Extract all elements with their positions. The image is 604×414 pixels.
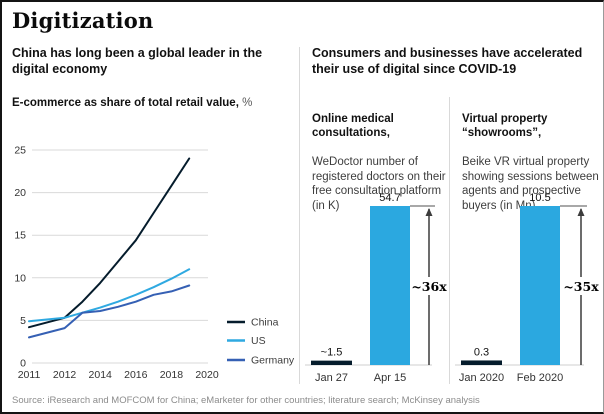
bar-apr-15 xyxy=(370,206,410,365)
bar-category-label: Jan 2020 xyxy=(459,372,504,384)
bar-value-label: 54.7 xyxy=(379,192,400,204)
bar-chart-1-caption: Online medical consultations, WeDoctor n… xyxy=(312,97,446,213)
bar-value-label: 10.5 xyxy=(529,192,550,204)
annotation-multiplier-label: ~35x xyxy=(563,279,599,294)
column-divider xyxy=(449,97,450,384)
x-tick-label: 2011 xyxy=(18,369,41,381)
source-note: Source: iResearch and MOFCOM for China; … xyxy=(12,395,480,406)
line-chart: 0 5 10 15 20 25 2011 2012 2014 2016 2018 2020 China U… xyxy=(14,145,295,382)
bar-feb-2020 xyxy=(520,206,560,365)
bar-chart-2-caption: Virtual property “showrooms”, Beike VR v… xyxy=(462,97,602,213)
bar-category-label: Apr 15 xyxy=(374,372,406,384)
bar-chart-1-caption-bold: Online medical consultations, xyxy=(312,112,394,140)
bar-chart-2-caption-bold: Virtual property “showrooms”, xyxy=(462,112,548,140)
bar-chart-virtual-showrooms: 0.3 Jan 2020 10.5 Feb 2020 ~35x xyxy=(455,192,600,384)
y-tick-label: 5 xyxy=(20,315,26,327)
line-chart-unit: % xyxy=(242,97,253,109)
bar-chart-online-medical: ~1.5 Jan 27 54.7 Apr 15 ~36x xyxy=(305,192,448,384)
y-tick-label: 15 xyxy=(14,230,26,242)
series-line-china xyxy=(28,157,191,329)
bar-category-label: Jan 27 xyxy=(315,372,348,384)
panel-divider xyxy=(299,47,300,384)
annotation-multiplier-label: ~36x xyxy=(411,279,447,294)
line-chart-title-text: E-commerce as share of total retail valu… xyxy=(12,97,239,109)
line-chart-title: E-commerce as share of total retail valu… xyxy=(12,97,252,109)
bar-value-label: 0.3 xyxy=(474,346,489,358)
right-panel-heading: Consumers and businesses have accelerate… xyxy=(312,46,583,76)
series-line-germany xyxy=(28,284,191,339)
y-tick-label: 25 xyxy=(14,145,26,157)
page-title: Digitization xyxy=(12,8,154,33)
annotation-arrow-up xyxy=(425,208,433,216)
bar-chart-1-caption-rest: WeDoctor number of registered doctors on… xyxy=(312,156,446,212)
x-tick-label: 2016 xyxy=(124,369,148,381)
legend-label-germany: Germany xyxy=(251,355,295,367)
bar-category-label: Feb 2020 xyxy=(517,372,563,384)
x-tick-label: 2014 xyxy=(89,369,113,381)
bar-jan-27 xyxy=(311,360,352,365)
x-tick-label: 2012 xyxy=(53,369,77,381)
bar-jan-2020 xyxy=(461,360,502,365)
legend-label-china: China xyxy=(251,317,279,329)
y-tick-label: 10 xyxy=(14,272,26,284)
annotation-arrow-up xyxy=(577,208,585,216)
bar-value-label: ~1.5 xyxy=(321,347,343,359)
x-tick-label: 2020 xyxy=(195,369,219,381)
series-line-us xyxy=(28,268,191,323)
annotation-label-bg xyxy=(410,277,448,295)
legend-label-us: US xyxy=(251,335,266,347)
y-tick-label: 20 xyxy=(14,187,26,199)
left-panel-heading: China has long been a global leader in t… xyxy=(12,46,263,76)
annotation-label-bg xyxy=(562,277,600,295)
y-tick-label: 0 xyxy=(20,358,26,370)
bar-chart-2-caption-rest: Beike VR virtual property showing sessio… xyxy=(462,156,599,212)
x-tick-label: 2018 xyxy=(160,369,184,381)
